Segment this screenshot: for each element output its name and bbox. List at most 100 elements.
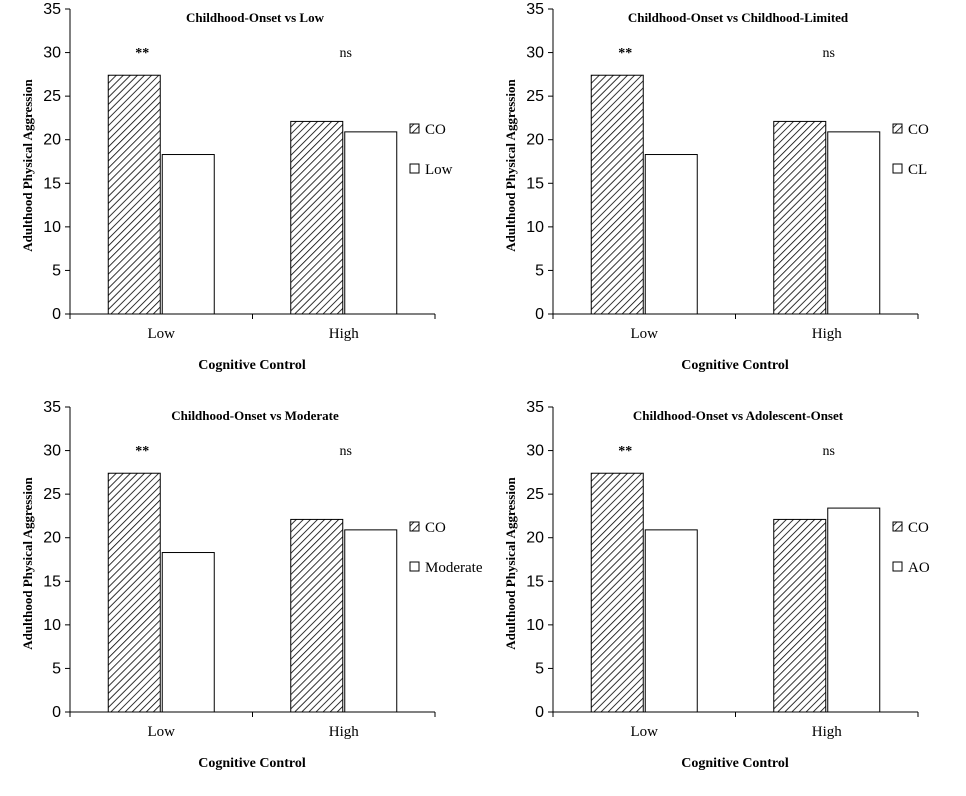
x-axis-label: Cognitive Control — [198, 756, 306, 771]
legend-swatch-co — [409, 123, 420, 134]
y-tick-label: 30 — [526, 443, 544, 460]
chart-panel-co-vs-ao: Childhood-Onset vs Adolescent-Onset Adult… — [483, 398, 966, 796]
legend-swatch-moderate — [409, 561, 420, 572]
x-tick-label: High — [812, 724, 843, 740]
bar-chart-co-vs-moderate: Childhood-Onset vs Moderate Adulthood Phy… — [20, 399, 483, 771]
y-tick-label: 0 — [535, 704, 544, 721]
y-axis-label: Adulthood Physical Aggression — [503, 477, 518, 650]
bar-low-low — [161, 154, 215, 315]
chart-title: Childhood-Onset vs Adolescent-Onset — [633, 408, 844, 423]
y-tick-label: 5 — [535, 660, 544, 677]
bar-chart-co-vs-low: Childhood-Onset vs Low Adulthood Physical… — [20, 1, 453, 373]
y-tick-label: 10 — [43, 617, 61, 634]
y-tick-label: 20 — [526, 132, 544, 149]
bar-co-high — [773, 120, 827, 315]
y-tick-label: 30 — [526, 45, 544, 62]
y-tick-label: 5 — [52, 660, 61, 677]
chart-panel-co-vs-cl: Childhood-Onset vs Childhood-Limited Adul… — [483, 0, 966, 398]
y-tick-label: 15 — [526, 573, 544, 590]
bar-cl-high — [827, 131, 881, 315]
bar-low-high — [344, 131, 398, 315]
y-tick-label: 0 — [52, 704, 61, 721]
y-tick-label: 20 — [526, 530, 544, 547]
y-tick-label: 35 — [43, 1, 61, 18]
y-tick-label: 15 — [526, 175, 544, 192]
bar-cl-low — [644, 154, 698, 315]
legend-label-co: CO — [908, 520, 929, 536]
x-tick-label: High — [812, 326, 843, 342]
x-axis-label: Cognitive Control — [198, 358, 306, 373]
legend-swatch-co — [892, 123, 903, 134]
y-tick-label: 10 — [526, 617, 544, 634]
bar-co-high — [290, 120, 344, 315]
legend-swatch-co — [892, 521, 903, 532]
legend-label-cl: CL — [908, 162, 927, 178]
x-axis-label: Cognitive Control — [681, 358, 789, 373]
y-tick-label: 35 — [526, 1, 544, 18]
y-tick-label: 25 — [526, 486, 544, 503]
y-tick-label: 35 — [526, 399, 544, 416]
y-tick-label: 10 — [526, 219, 544, 236]
y-tick-label: 5 — [52, 262, 61, 279]
legend-swatch-co — [409, 521, 420, 532]
x-tick-label: High — [329, 724, 360, 740]
y-tick-label: 0 — [535, 306, 544, 323]
y-axis-label: Adulthood Physical Aggression — [503, 79, 518, 252]
significance-annotation: ** — [618, 46, 632, 61]
y-tick-label: 15 — [43, 175, 61, 192]
legend-label-ao: AO — [908, 560, 930, 576]
x-tick-label: Low — [148, 724, 176, 740]
significance-annotation: ns — [823, 46, 835, 61]
y-tick-label: 20 — [43, 530, 61, 547]
x-tick-label: Low — [631, 326, 659, 342]
y-tick-label: 30 — [43, 45, 61, 62]
x-tick-label: Low — [631, 724, 659, 740]
bar-co-low — [590, 472, 644, 713]
legend-swatch-ao — [892, 561, 903, 572]
chart-panel-co-vs-low: Childhood-Onset vs Low Adulthood Physical… — [0, 0, 483, 398]
chart-title: Childhood-Onset vs Low — [186, 10, 325, 25]
y-tick-label: 35 — [43, 399, 61, 416]
bar-chart-co-vs-ao: Childhood-Onset vs Adolescent-Onset Adult… — [503, 399, 930, 771]
bar-co-high — [773, 518, 827, 713]
y-tick-label: 5 — [535, 262, 544, 279]
legend-label-co: CO — [425, 122, 446, 138]
legend-swatch-low — [409, 163, 420, 174]
y-tick-label: 25 — [43, 88, 61, 105]
y-tick-label: 15 — [43, 573, 61, 590]
y-tick-label: 25 — [526, 88, 544, 105]
bar-co-low — [590, 74, 644, 315]
y-tick-label: 20 — [43, 132, 61, 149]
x-tick-label: Low — [148, 326, 176, 342]
significance-annotation: ** — [618, 444, 632, 459]
significance-annotation: ** — [135, 444, 149, 459]
y-tick-label: 25 — [43, 486, 61, 503]
legend-label-co: CO — [908, 122, 929, 138]
significance-annotation: ** — [135, 46, 149, 61]
y-tick-label: 30 — [43, 443, 61, 460]
legend-label-co: CO — [425, 520, 446, 536]
bar-moderate-low — [161, 552, 215, 713]
y-axis-label: Adulthood Physical Aggression — [20, 79, 35, 252]
legend-label-moderate: Moderate — [425, 560, 483, 576]
y-axis-label: Adulthood Physical Aggression — [20, 477, 35, 650]
x-tick-label: High — [329, 326, 360, 342]
bar-chart-co-vs-cl: Childhood-Onset vs Childhood-Limited Adul… — [503, 1, 929, 373]
legend-swatch-cl — [892, 163, 903, 174]
bar-moderate-high — [344, 529, 398, 713]
significance-annotation: ns — [823, 444, 835, 459]
x-axis-label: Cognitive Control — [681, 756, 789, 771]
significance-annotation: ns — [340, 444, 352, 459]
legend-label-low: Low — [425, 162, 453, 178]
chart-panel-co-vs-moderate: Childhood-Onset vs Moderate Adulthood Phy… — [0, 398, 483, 796]
bar-co-low — [107, 74, 161, 315]
y-tick-label: 10 — [43, 219, 61, 236]
bar-co-high — [290, 518, 344, 713]
bar-ao-high — [827, 507, 881, 713]
significance-annotation: ns — [340, 46, 352, 61]
y-tick-label: 0 — [52, 306, 61, 323]
bar-ao-low — [644, 529, 698, 713]
chart-title: Childhood-Onset vs Moderate — [171, 408, 339, 423]
bar-co-low — [107, 472, 161, 713]
chart-title: Childhood-Onset vs Childhood-Limited — [628, 10, 849, 25]
